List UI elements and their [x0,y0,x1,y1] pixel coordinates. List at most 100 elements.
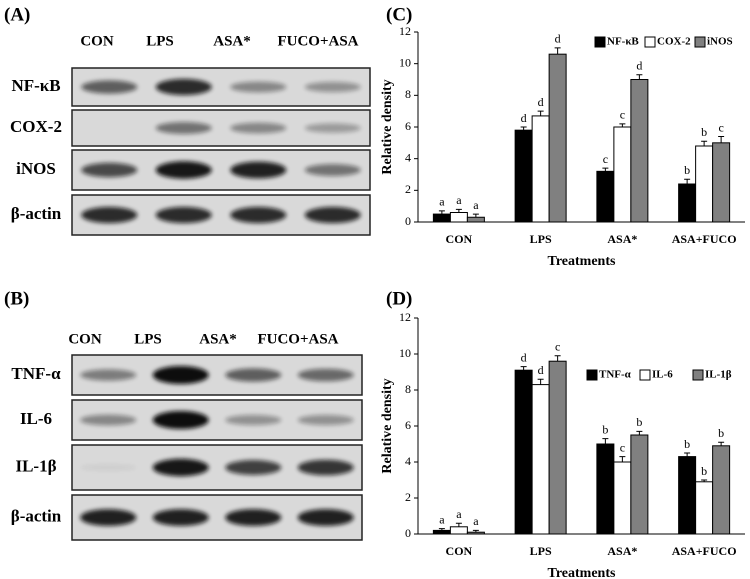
lane-label: FUCO+ASA [277,33,358,49]
blot-band [297,414,354,426]
error-bar [701,479,708,482]
bar [712,445,731,535]
bar [432,213,451,223]
bar [678,456,697,535]
blot-band [152,411,209,429]
error-bar [636,430,643,435]
lane-label: CON [80,33,114,49]
blot-band [230,206,287,224]
error-bar [537,378,544,385]
blot-band [152,509,209,526]
significance-letter: c [555,340,560,354]
x-axis-label: Treatments [548,254,616,269]
legend-label: TNF-α [599,369,632,381]
error-bar [472,529,479,533]
significance-letter: c [718,120,723,134]
bar [613,126,632,223]
significance-letter: d [636,59,642,73]
x-tick-label: CON [446,544,473,558]
significance-letter: c [603,152,608,166]
error-bar [602,438,609,444]
blot-band [155,78,212,96]
bar [596,443,615,535]
blot-band [152,366,209,384]
bar [678,183,697,223]
blot-band [155,122,212,134]
y-tick-label: 2 [405,182,411,196]
row-label: β-actin [11,204,62,223]
significance-letter: c [620,108,625,122]
legend-swatch [586,369,598,381]
bar [514,129,533,223]
y-axis-label: Relative density [380,79,395,174]
blot-band [225,414,282,426]
blot-band [225,368,282,382]
bar [449,212,468,223]
y-tick-label: 6 [405,119,411,133]
significance-letter: b [602,422,608,436]
lane-label: CON [68,331,102,347]
error-bar [602,167,609,172]
bar [531,384,550,535]
significance-letter: a [439,512,445,526]
error-bar [619,123,626,127]
x-axis-label: Treatments [548,566,616,579]
panel-label: (B) [4,288,29,309]
significance-letter: a [439,195,445,209]
y-tick-label: 0 [405,214,411,228]
blot-band [230,161,287,179]
y-tick-label: 10 [399,346,411,360]
error-bar [701,140,708,146]
bar [531,115,550,223]
bar [695,481,714,535]
lane-label: FUCO+ASA [257,331,338,347]
y-tick-label: 2 [405,490,411,504]
error-bar [455,208,462,213]
row-label: β-actin [11,506,62,525]
error-bar [718,441,725,446]
blot-band [81,80,138,94]
significance-letter: a [473,514,479,528]
blot-band [225,460,282,475]
error-bar [554,355,561,362]
legend-swatch [694,36,706,48]
bar [613,461,632,535]
y-tick-label: 4 [405,150,411,164]
error-bar [520,126,527,131]
legend-label: NF-κB [607,36,639,48]
blot-band [81,206,138,224]
blot-band [152,458,209,477]
y-tick-label: 10 [399,55,411,69]
blot-band [304,81,361,93]
significance-letter: b [684,437,690,451]
bar [695,145,714,223]
blot-band [230,81,287,93]
x-tick-label: ASA* [607,544,637,558]
lane-label: ASA* [199,331,237,347]
error-bar [438,528,445,531]
x-tick-label: LPS [530,544,552,558]
y-tick-label: 0 [405,526,411,540]
legend-label: iNOS [707,36,733,48]
error-bar [455,522,462,527]
error-bar [619,456,626,462]
legend-swatch [594,36,606,48]
x-tick-label: ASA+FUCO [672,232,737,246]
legend-label: COX-2 [657,36,691,48]
error-bar [520,366,527,371]
significance-letter: b [701,125,707,139]
bar [432,529,451,535]
bar [514,369,533,535]
significance-letter: a [456,507,462,521]
lane-label: LPS [146,33,174,49]
significance-letter: a [456,193,462,207]
blot-band [297,368,354,382]
significance-letter: b [684,163,690,177]
blot-band [297,509,354,526]
bar [630,434,649,535]
blot-band [80,464,137,471]
significance-letter: d [555,32,561,46]
blot-band [230,122,287,134]
lane-label: ASA* [213,33,251,49]
bar [630,79,649,223]
